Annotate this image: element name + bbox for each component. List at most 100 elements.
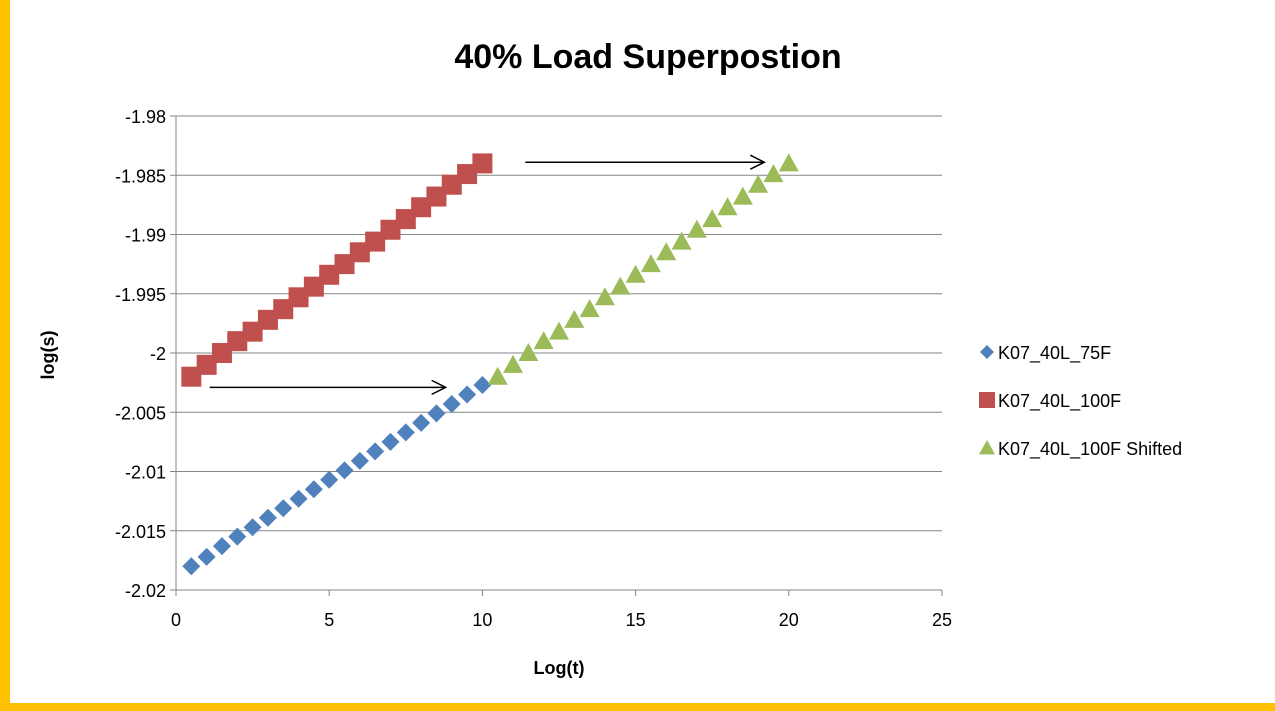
data-point: [487, 366, 508, 385]
series-2: [181, 153, 493, 387]
data-point: [350, 451, 369, 470]
data-point: [426, 186, 447, 207]
y-tick-label: -2: [150, 344, 166, 364]
legend-item: K07_40L_75F: [980, 343, 1111, 364]
y-tick-label: -2.02: [125, 581, 166, 601]
y-tick-label: -1.98: [125, 107, 166, 127]
data-point: [196, 354, 217, 375]
grid-lines: [176, 115, 942, 591]
y-tick-label: -1.985: [115, 166, 166, 186]
annotation-arrows: [209, 154, 766, 396]
arrow-head: [749, 154, 766, 170]
legend: K07_40L_75F K07_40L_100F K07_40L_100F Shif…: [979, 343, 1182, 460]
series-1: [182, 375, 492, 576]
data-point: [366, 442, 385, 461]
data-point: [211, 343, 232, 363]
data-point: [288, 287, 309, 308]
legend-item: K07_40L_100F Shifted: [979, 439, 1182, 460]
chart-title: 40% Load Superpostion: [454, 38, 841, 76]
data-point: [702, 209, 723, 228]
series-3: [487, 153, 799, 385]
data-point: [257, 309, 278, 330]
arrow-head: [431, 379, 448, 396]
x-tick-label: 10: [472, 610, 492, 630]
chart-area: 40% Load Superpostion -1.98 -1.985 -1.99 -1…: [10, 0, 1275, 703]
data-point: [656, 242, 677, 261]
data-point: [228, 527, 247, 546]
data-point: [610, 276, 631, 295]
data-point: [442, 394, 461, 413]
x-axis-label: Log(t): [534, 658, 585, 678]
legend-marker: [979, 392, 995, 408]
data-point: [441, 174, 462, 195]
data-point: [380, 219, 401, 240]
y-tick-label: -2.01: [125, 463, 166, 483]
y-tick-labels: -1.98 -1.985 -1.99 -1.995 -2 -2.005 -2.01 -2.01…: [115, 107, 166, 601]
data-point: [349, 242, 370, 263]
data-point: [258, 508, 277, 527]
y-tick-label: -1.99: [125, 226, 166, 246]
data-point: [778, 153, 799, 172]
data-point: [564, 309, 585, 328]
legend-label: K07_40L_100F: [998, 391, 1121, 412]
legend-item: K07_40L_100F: [979, 391, 1121, 412]
x-tick-labels: 0 5 10 15 20 25: [171, 610, 952, 630]
data-point: [473, 375, 492, 394]
data-point: [594, 287, 615, 306]
data-point: [212, 537, 231, 556]
data-point: [334, 254, 355, 275]
data-point: [365, 231, 386, 252]
data-point: [411, 197, 432, 218]
data-point: [763, 164, 784, 183]
data-point: [457, 164, 478, 185]
data-point: [518, 343, 539, 361]
data-point: [533, 331, 554, 350]
data-point: [320, 470, 339, 489]
x-tick-label: 15: [626, 610, 646, 630]
data-point: [395, 209, 416, 230]
data-point: [289, 489, 308, 508]
data-point: [686, 219, 707, 238]
data-point: [303, 276, 324, 297]
legend-marker: [980, 345, 994, 359]
data-point: [717, 197, 738, 216]
data-point: [412, 413, 431, 432]
data-point: [181, 366, 202, 387]
annotation-arrow: [209, 379, 448, 396]
data-point: [243, 518, 262, 537]
data-point: [304, 480, 323, 499]
data-point: [503, 354, 524, 373]
x-tick-label: 25: [932, 610, 952, 630]
data-point: [335, 461, 354, 480]
data-point: [732, 186, 753, 205]
x-tick-label: 0: [171, 610, 181, 630]
data-point: [242, 321, 263, 342]
data-point: [748, 174, 769, 193]
chart-svg: 40% Load Superpostion -1.98-1.985-1.99-1…: [38, 38, 1182, 678]
x-tick-label: 5: [324, 610, 334, 630]
data-point: [197, 547, 216, 566]
data-point: [625, 264, 646, 283]
legend-marker: [979, 440, 995, 455]
y-tick-label: -1.995: [115, 285, 166, 305]
data-point: [549, 321, 569, 340]
data-point: [274, 499, 293, 518]
x-tick-label: 20: [779, 610, 799, 630]
axes: [170, 115, 943, 596]
data-point: [182, 557, 201, 576]
y-tick-label: -2.005: [115, 403, 166, 423]
data-point: [396, 423, 415, 442]
legend-label: K07_40L_75F: [998, 343, 1111, 364]
data-point: [472, 153, 493, 174]
legend-label: K07_40L_100F Shifted: [998, 439, 1182, 460]
data-point: [458, 385, 477, 404]
y-tick-label: -2.015: [115, 522, 166, 542]
data-point: [427, 404, 446, 423]
data-point: [381, 432, 400, 451]
series-markers: [181, 153, 799, 576]
data-point: [319, 264, 340, 285]
y-axis-label: log(s): [38, 331, 58, 380]
data-point: [640, 254, 661, 273]
data-point: [579, 299, 600, 318]
data-point: [227, 331, 248, 352]
